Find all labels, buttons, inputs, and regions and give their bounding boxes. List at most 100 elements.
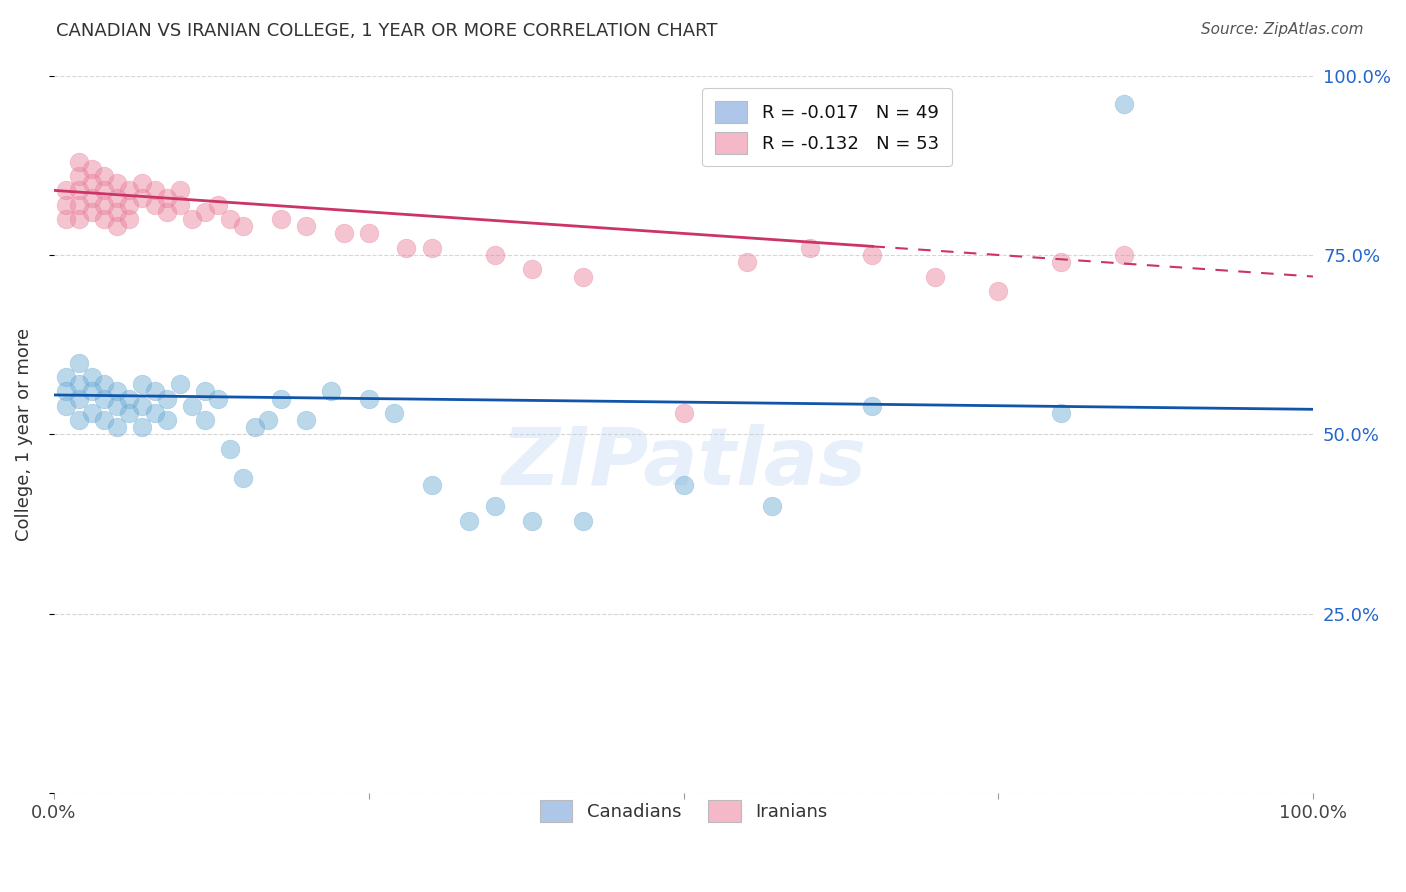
Point xyxy=(357,392,380,406)
Point xyxy=(862,399,884,413)
Point xyxy=(924,269,946,284)
Point xyxy=(169,198,191,212)
Point xyxy=(232,470,254,484)
Point xyxy=(181,212,204,227)
Point xyxy=(257,413,280,427)
Point xyxy=(93,377,115,392)
Point xyxy=(55,198,77,212)
Point xyxy=(131,377,153,392)
Point xyxy=(194,384,217,399)
Point xyxy=(93,183,115,197)
Point xyxy=(67,212,90,227)
Point xyxy=(207,198,229,212)
Point xyxy=(67,198,90,212)
Point xyxy=(55,384,77,399)
Point xyxy=(105,176,128,190)
Point xyxy=(118,183,141,197)
Point xyxy=(799,241,821,255)
Point xyxy=(80,190,103,204)
Point xyxy=(357,227,380,241)
Point xyxy=(156,205,179,219)
Point xyxy=(55,183,77,197)
Point xyxy=(761,500,783,514)
Point xyxy=(55,399,77,413)
Point xyxy=(382,406,405,420)
Point xyxy=(93,198,115,212)
Point xyxy=(80,406,103,420)
Point xyxy=(156,413,179,427)
Point xyxy=(294,413,316,427)
Point xyxy=(420,241,443,255)
Point xyxy=(270,212,292,227)
Point xyxy=(131,399,153,413)
Point xyxy=(484,248,506,262)
Point xyxy=(93,413,115,427)
Point xyxy=(131,176,153,190)
Point xyxy=(67,154,90,169)
Point xyxy=(80,176,103,190)
Point xyxy=(572,514,595,528)
Point xyxy=(80,384,103,399)
Point xyxy=(67,413,90,427)
Point xyxy=(156,190,179,204)
Point xyxy=(105,384,128,399)
Point xyxy=(319,384,342,399)
Point xyxy=(207,392,229,406)
Point xyxy=(672,406,695,420)
Point xyxy=(93,212,115,227)
Point xyxy=(735,255,758,269)
Point xyxy=(80,161,103,176)
Point xyxy=(194,205,217,219)
Point xyxy=(143,406,166,420)
Point xyxy=(55,370,77,384)
Point xyxy=(105,205,128,219)
Point xyxy=(118,392,141,406)
Point xyxy=(522,514,544,528)
Point xyxy=(1114,248,1136,262)
Point xyxy=(420,477,443,491)
Point xyxy=(55,212,77,227)
Point xyxy=(105,219,128,234)
Point xyxy=(1114,97,1136,112)
Point xyxy=(93,169,115,183)
Point xyxy=(105,399,128,413)
Point xyxy=(395,241,418,255)
Point xyxy=(484,500,506,514)
Text: CANADIAN VS IRANIAN COLLEGE, 1 YEAR OR MORE CORRELATION CHART: CANADIAN VS IRANIAN COLLEGE, 1 YEAR OR M… xyxy=(56,22,717,40)
Point xyxy=(169,377,191,392)
Point xyxy=(219,442,242,456)
Point xyxy=(105,420,128,434)
Point xyxy=(67,356,90,370)
Point xyxy=(294,219,316,234)
Point xyxy=(522,262,544,277)
Point xyxy=(245,420,267,434)
Point xyxy=(181,399,204,413)
Point xyxy=(143,384,166,399)
Point xyxy=(232,219,254,234)
Point xyxy=(131,420,153,434)
Point xyxy=(67,169,90,183)
Point xyxy=(169,183,191,197)
Text: Source: ZipAtlas.com: Source: ZipAtlas.com xyxy=(1201,22,1364,37)
Point xyxy=(572,269,595,284)
Y-axis label: College, 1 year or more: College, 1 year or more xyxy=(15,328,32,541)
Point xyxy=(67,377,90,392)
Point xyxy=(105,190,128,204)
Legend: Canadians, Iranians: Canadians, Iranians xyxy=(527,788,839,835)
Point xyxy=(143,183,166,197)
Point xyxy=(219,212,242,227)
Point xyxy=(862,248,884,262)
Point xyxy=(93,392,115,406)
Point xyxy=(131,190,153,204)
Point xyxy=(987,284,1010,298)
Point xyxy=(80,370,103,384)
Point xyxy=(118,212,141,227)
Point xyxy=(270,392,292,406)
Point xyxy=(458,514,481,528)
Point xyxy=(672,477,695,491)
Point xyxy=(80,205,103,219)
Point xyxy=(1050,255,1073,269)
Point xyxy=(143,198,166,212)
Point xyxy=(118,198,141,212)
Point xyxy=(67,392,90,406)
